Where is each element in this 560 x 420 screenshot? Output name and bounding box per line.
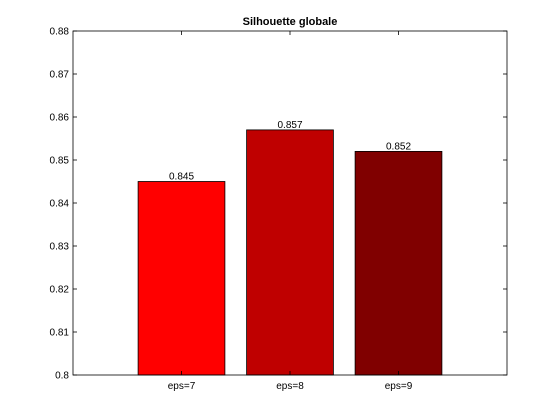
y-tick-label: 0.87 xyxy=(50,70,70,81)
bar-eps-8 xyxy=(246,129,334,376)
x-axis-ticks: eps=7 eps=8 eps=9 xyxy=(168,31,413,392)
data-label-eps-8: 0.857 xyxy=(277,120,302,131)
y-tick-label: 0.82 xyxy=(50,285,70,296)
chart-title: Silhouette globale xyxy=(243,16,338,28)
y-tick-label: 0.8 xyxy=(55,371,69,382)
data-label-eps-7: 0.845 xyxy=(169,172,194,183)
y-tick-label: 0.83 xyxy=(50,242,70,253)
bar-eps-9 xyxy=(354,150,443,376)
data-labels-group: 0.845 0.857 0.852 xyxy=(169,120,411,183)
y-tick-label: 0.88 xyxy=(50,27,70,38)
y-tick-label: 0.85 xyxy=(50,156,70,167)
plot-frame xyxy=(72,30,508,376)
x-tick-label: eps=9 xyxy=(385,381,413,392)
y-tick-label: 0.86 xyxy=(50,113,70,124)
y-tick-label: 0.81 xyxy=(50,328,70,339)
y-tick-label: 0.84 xyxy=(50,199,70,210)
x-tick-label: eps=7 xyxy=(168,381,196,392)
y-axis-ticks: 0.8 0.81 0.82 0.83 0.84 0.85 0.86 0.87 0.88 xyxy=(50,27,507,382)
x-tick-label: eps=8 xyxy=(276,381,304,392)
bar-eps-7 xyxy=(137,181,226,376)
bars-group xyxy=(137,129,443,376)
data-label-eps-9: 0.852 xyxy=(386,141,411,152)
